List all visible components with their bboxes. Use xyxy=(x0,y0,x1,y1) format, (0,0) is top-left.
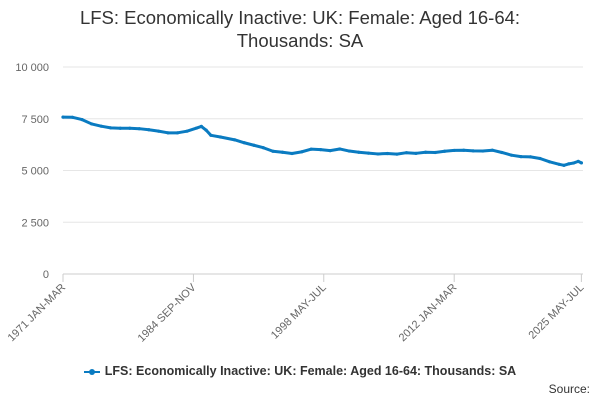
x-tick-label: 1971 JAN-MAR xyxy=(6,282,69,345)
data-point xyxy=(357,150,361,154)
data-point xyxy=(147,128,151,132)
data-point xyxy=(99,124,103,128)
data-point xyxy=(204,128,208,132)
chart-title: LFS: Economically Inactive: UK: Female: … xyxy=(79,7,521,51)
data-point xyxy=(156,129,161,133)
data-point xyxy=(548,160,552,164)
data-point xyxy=(509,153,514,157)
data-point xyxy=(218,135,223,139)
y-tick-label: 2 500 xyxy=(21,217,49,229)
series-line xyxy=(61,115,583,167)
data-point xyxy=(395,152,399,156)
data-point xyxy=(567,162,571,166)
y-tick-label: 0 xyxy=(43,269,49,281)
data-point xyxy=(500,150,504,155)
legend-swatch-icon xyxy=(83,367,100,377)
data-point xyxy=(562,163,566,167)
data-point xyxy=(194,126,199,130)
data-point xyxy=(404,151,409,155)
data-point xyxy=(175,131,180,135)
data-point xyxy=(233,138,237,142)
data-point xyxy=(290,151,294,156)
series-layer xyxy=(61,115,583,167)
y-tick-label: 5 000 xyxy=(21,166,49,178)
data-point xyxy=(166,131,170,135)
data-point xyxy=(538,156,542,161)
data-point xyxy=(280,150,285,154)
tick-labels: 0 2 500 5 000 7 500 10 000 1971 JAN-MAR 1984 S… xyxy=(6,62,587,345)
data-point xyxy=(571,161,576,165)
x-tick-label: 1984 SEP-NOV xyxy=(136,281,199,344)
data-point xyxy=(70,115,75,119)
data-point xyxy=(385,151,389,156)
data-point xyxy=(338,147,342,151)
data-point xyxy=(528,155,533,159)
data-point xyxy=(490,148,494,152)
data-point xyxy=(376,152,380,156)
data-point xyxy=(328,149,332,153)
data-point xyxy=(557,162,561,166)
data-point xyxy=(185,129,189,133)
data-point xyxy=(433,150,437,155)
data-point xyxy=(519,155,523,159)
data-point xyxy=(137,127,141,131)
data-point xyxy=(309,147,313,151)
data-point xyxy=(452,148,456,153)
data-point xyxy=(319,147,323,152)
data-point xyxy=(579,161,583,165)
data-point xyxy=(423,150,428,154)
grid-layer xyxy=(63,66,583,223)
x-tick-label: 2012 JAN-MAR xyxy=(397,282,460,345)
y-tick-label: 7 500 xyxy=(21,114,49,126)
data-point xyxy=(481,149,485,153)
x-tick-label: 1998 MAY-JUL xyxy=(269,282,329,342)
data-point xyxy=(347,149,351,153)
data-point xyxy=(61,115,65,119)
x-tick-label: 2025 MAY-JUL xyxy=(527,282,587,342)
data-point xyxy=(261,146,265,150)
data-point xyxy=(209,133,213,137)
source-label: Source: xyxy=(548,382,590,396)
data-point xyxy=(199,124,203,129)
data-point xyxy=(109,126,113,130)
legend[interactable]: LFS: Economically Inactive: UK: Female: … xyxy=(0,364,600,378)
y-tick-label: 10 000 xyxy=(15,62,49,74)
data-point xyxy=(443,149,447,153)
axis-layer xyxy=(62,273,583,282)
data-point xyxy=(299,150,304,154)
data-point xyxy=(576,159,580,163)
data-point xyxy=(366,151,370,155)
data-point xyxy=(90,122,94,126)
data-point xyxy=(471,149,475,153)
legend-label: LFS: Economically Inactive: UK: Female: … xyxy=(104,364,517,378)
data-point xyxy=(252,143,256,147)
data-point xyxy=(80,117,84,122)
data-point xyxy=(462,148,466,152)
data-point xyxy=(242,141,246,145)
data-point xyxy=(128,126,132,130)
data-point xyxy=(414,151,418,155)
data-point xyxy=(118,126,122,130)
data-point xyxy=(271,149,275,153)
